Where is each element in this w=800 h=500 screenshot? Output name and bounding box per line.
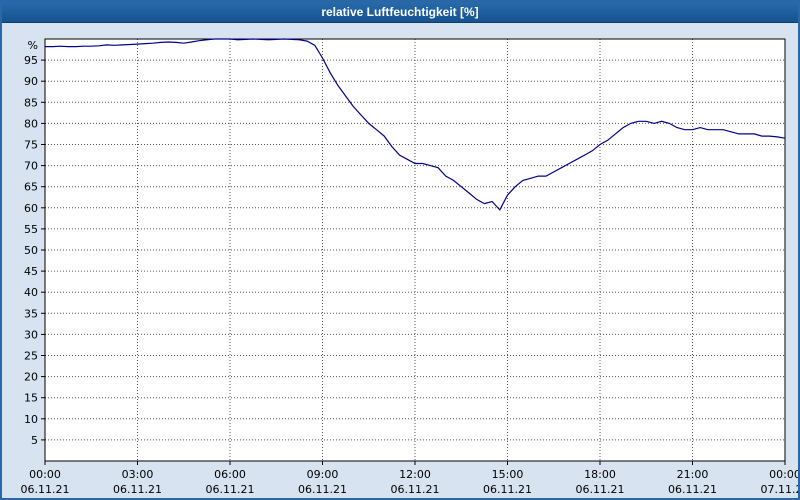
svg-text:65: 65 — [24, 181, 38, 194]
chart-title-bar: relative Luftfeuchtigkeit [%] — [2, 2, 798, 23]
svg-text:50: 50 — [24, 244, 38, 257]
svg-text:75: 75 — [24, 139, 38, 152]
svg-text:03:00: 03:00 — [122, 468, 154, 481]
svg-text:25: 25 — [24, 350, 38, 363]
svg-text:00:00: 00:00 — [769, 468, 798, 481]
svg-text:70: 70 — [24, 160, 38, 173]
svg-text:12:00: 12:00 — [399, 468, 431, 481]
svg-text:07.11.21: 07.11.21 — [761, 483, 798, 496]
svg-text:21:00: 21:00 — [677, 468, 709, 481]
svg-text:90: 90 — [24, 75, 38, 88]
svg-text:45: 45 — [24, 265, 38, 278]
svg-text:40: 40 — [24, 286, 38, 299]
humidity-line-chart: 5 10 15 20 25 30 35 40 45 50 55 60 65 70 75 80 85 90 95% 00… — [2, 23, 798, 498]
svg-text:06.11.21: 06.11.21 — [298, 483, 347, 496]
svg-text:06.11.21: 06.11.21 — [206, 483, 255, 496]
svg-text:55: 55 — [24, 223, 38, 236]
svg-text:00:00: 00:00 — [29, 468, 61, 481]
svg-text:06.11.21: 06.11.21 — [483, 483, 532, 496]
svg-text:10: 10 — [24, 413, 38, 426]
svg-text:35: 35 — [24, 307, 38, 320]
svg-text:15:00: 15:00 — [492, 468, 524, 481]
svg-text:06.11.21: 06.11.21 — [576, 483, 625, 496]
svg-text:80: 80 — [24, 117, 38, 130]
svg-text:06.11.21: 06.11.21 — [391, 483, 440, 496]
svg-text:60: 60 — [24, 202, 38, 215]
svg-text:5: 5 — [31, 434, 38, 447]
svg-text:18:00: 18:00 — [584, 468, 616, 481]
svg-text:85: 85 — [24, 96, 38, 109]
svg-text:20: 20 — [24, 371, 38, 384]
svg-text:15: 15 — [24, 392, 38, 405]
chart-title: relative Luftfeuchtigkeit [%] — [321, 5, 479, 19]
svg-text:95: 95 — [24, 54, 38, 67]
svg-text:06.11.21: 06.11.21 — [668, 483, 717, 496]
svg-text:09:00: 09:00 — [307, 468, 339, 481]
svg-text:06:00: 06:00 — [214, 468, 246, 481]
svg-text:30: 30 — [24, 328, 38, 341]
svg-text:06.11.21: 06.11.21 — [113, 483, 162, 496]
svg-text:06.11.21: 06.11.21 — [21, 483, 70, 496]
svg-text:%: % — [28, 39, 38, 52]
